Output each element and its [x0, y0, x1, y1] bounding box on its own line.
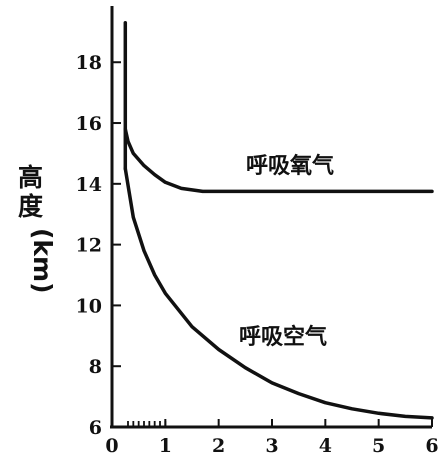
y-ticks: 6 8 10 12 14 16 18	[76, 52, 121, 439]
x-tick-label: 4	[319, 435, 332, 457]
series-line-oxygen	[123, 127, 434, 194]
series-label-air: 呼吸空气	[239, 324, 327, 350]
series-group	[123, 20, 434, 420]
series-label-oxygen: 呼吸氧气	[246, 153, 334, 179]
y-tick-label: 8	[89, 356, 102, 378]
y-axis-title: 高 度 (km)	[18, 163, 57, 294]
y-tick-label: 6	[89, 417, 102, 439]
y-tick-label: 16	[76, 113, 102, 135]
x-tick-label: 6	[425, 435, 438, 457]
y-axis-unit: (km)	[28, 228, 57, 294]
y-axis-label-chars-2: 度	[18, 192, 43, 221]
series-line-air	[123, 166, 434, 420]
y-tick-label: 18	[76, 52, 102, 74]
x-tick-label: 0	[105, 435, 118, 457]
y-tick-label: 12	[76, 235, 102, 257]
x-tick-label: 2	[212, 435, 225, 457]
y-tick-label: 10	[76, 295, 102, 317]
minor-ticks	[127, 421, 167, 427]
x-ticks: 0 1 2 3 4 5 6	[105, 419, 439, 457]
x-tick-label: 5	[372, 435, 385, 457]
x-tick-label: 1	[159, 435, 172, 457]
y-tick-label: 14	[76, 174, 102, 196]
x-tick-label: 3	[265, 435, 278, 457]
y-axis-label-chars-1: 高	[18, 163, 43, 192]
